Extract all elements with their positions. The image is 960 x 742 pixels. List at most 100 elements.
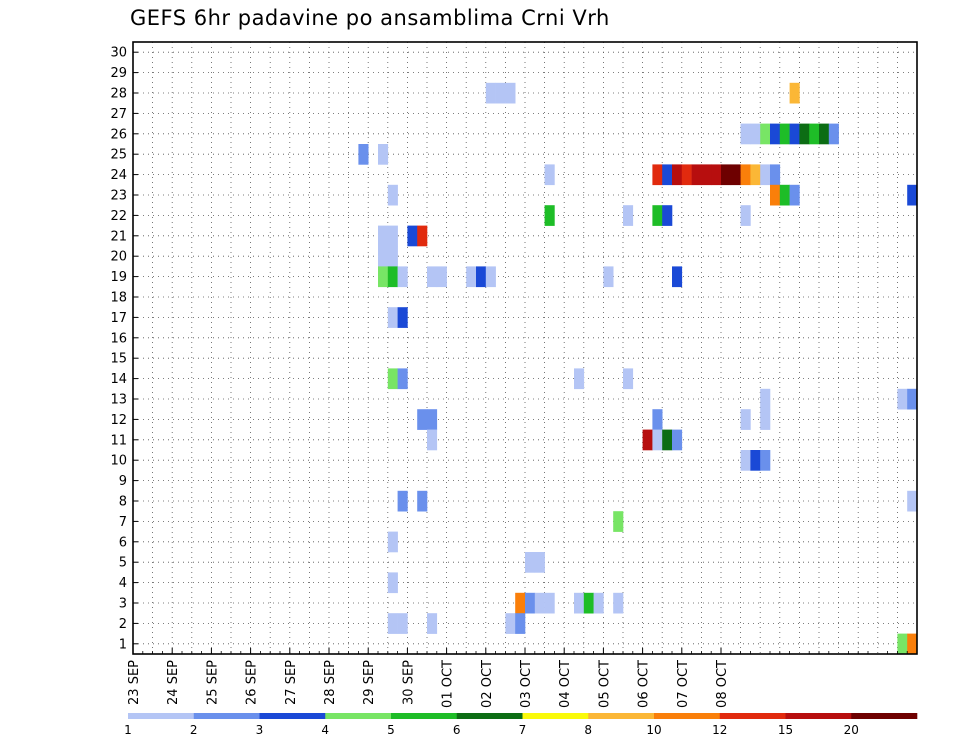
y-tick-label: 28 <box>110 87 127 102</box>
y-tick-label: 20 <box>110 250 127 265</box>
y-tick-label: 14 <box>110 372 127 387</box>
legend-label: 2 <box>190 723 198 737</box>
y-tick-label: 1 <box>119 637 127 652</box>
y-tick-label: 18 <box>110 291 127 306</box>
heatmap-cell <box>417 225 428 247</box>
y-tick-label: 19 <box>110 270 127 285</box>
y-tick-label: 17 <box>110 311 127 326</box>
heatmap-cell <box>789 123 800 145</box>
heatmap-cell <box>485 266 496 288</box>
heatmap-cell <box>789 82 800 104</box>
heatmap-cell <box>525 592 536 614</box>
heatmap-cell <box>417 490 428 512</box>
legend-swatch <box>654 713 721 719</box>
heatmap-cell <box>574 368 585 390</box>
heatmap-cell <box>613 511 624 532</box>
heatmap-cell <box>652 205 663 226</box>
y-tick-label: 25 <box>110 148 127 163</box>
x-tick-label: 06 OCT <box>637 660 652 708</box>
legend-label: 3 <box>256 723 264 737</box>
heatmap-cell <box>387 368 398 390</box>
heatmap-cell <box>358 144 369 165</box>
y-tick-label: 15 <box>110 352 127 367</box>
heatmap-cell <box>897 633 908 655</box>
legend-swatch <box>193 713 260 719</box>
heatmap-cell <box>721 164 732 186</box>
heatmap-cell <box>613 592 624 614</box>
heatmap-cell <box>750 450 761 471</box>
legend-label: 1 <box>124 723 132 737</box>
heatmap-cell <box>691 164 702 186</box>
grid-lines <box>133 42 917 654</box>
heatmap-cell <box>387 572 398 594</box>
heatmap-cell <box>730 164 741 186</box>
heatmap-cell <box>534 552 545 573</box>
y-tick-label: 10 <box>110 454 127 469</box>
heatmap-cell <box>711 164 722 186</box>
heatmap-cell <box>672 164 683 186</box>
legend-swatch <box>128 713 195 719</box>
heatmap-cell <box>387 246 398 267</box>
heatmap-cell <box>740 205 751 226</box>
colorbar-legend: 1 2 3 4 5 6 7 8 10 12 15 20 <box>124 713 918 737</box>
heatmap-cell <box>740 409 751 430</box>
y-tick-label: 11 <box>110 433 127 448</box>
heatmap-cell <box>760 409 771 430</box>
heatmap-cell <box>828 123 839 145</box>
x-tick-label: 27 SEP <box>284 660 299 705</box>
heatmap-cell <box>770 123 781 145</box>
heatmap-cell <box>427 429 438 451</box>
heatmap-cell <box>779 123 790 145</box>
heatmap-cell <box>907 388 918 410</box>
y-tick-label: 23 <box>110 189 127 204</box>
heatmap-cell <box>760 123 771 145</box>
legend-label: 8 <box>584 723 592 737</box>
heatmap-cell <box>378 144 389 165</box>
legend-label: 6 <box>453 723 461 737</box>
y-tick-label: 21 <box>110 229 127 244</box>
heatmap-cell <box>387 531 398 553</box>
legend-label: 5 <box>387 723 395 737</box>
heatmap-cell <box>436 266 447 288</box>
heatmap-cell <box>701 164 712 186</box>
heatmap-cell <box>417 409 428 430</box>
heatmap-cell <box>789 184 800 206</box>
y-tick-label: 6 <box>119 535 127 550</box>
heatmap-cell <box>770 164 781 186</box>
x-axis: 23 SEP 24 SEP 25 SEP 26 SEP 27 SEP 28 SEP 29 S… <box>127 648 908 708</box>
heatmap-cell <box>378 225 389 247</box>
heatmap-cell <box>662 205 673 226</box>
y-axis: 1234567891011121314151617181920212223242… <box>110 46 138 652</box>
y-tick-label: 9 <box>119 474 127 489</box>
legend-swatch <box>325 713 392 719</box>
heatmap-cell <box>574 592 585 614</box>
y-tick-label: 24 <box>110 168 127 183</box>
heatmap-cell <box>515 613 526 634</box>
heatmap-cell <box>534 592 545 614</box>
heatmap-cell <box>525 552 536 573</box>
heatmap-cell <box>760 164 771 186</box>
heatmap-cell <box>427 613 438 634</box>
heatmap-cell <box>397 613 408 634</box>
legend-label: 7 <box>519 723 527 737</box>
heatmap-cell <box>907 184 918 206</box>
heatmap-cell <box>378 266 389 288</box>
heatmap-cell <box>770 184 781 206</box>
heatmap-cell <box>583 592 594 614</box>
heatmap-cell <box>907 633 918 655</box>
heatmap-cell <box>387 225 398 247</box>
y-tick-label: 29 <box>110 66 127 81</box>
x-tick-label: 30 SEP <box>401 660 416 705</box>
heatmap-cell <box>809 123 820 145</box>
x-tick-label: 05 OCT <box>597 660 612 708</box>
y-tick-label: 16 <box>110 331 127 346</box>
heatmap-cell <box>603 266 614 288</box>
heatmap-cell <box>544 592 555 614</box>
heatmap-cell <box>681 164 692 186</box>
heatmap-cell <box>662 429 673 451</box>
y-tick-label: 5 <box>119 556 127 571</box>
heatmap-cell <box>387 266 398 288</box>
heatmap-cell <box>652 164 663 186</box>
x-tick-label: 03 OCT <box>519 660 534 708</box>
